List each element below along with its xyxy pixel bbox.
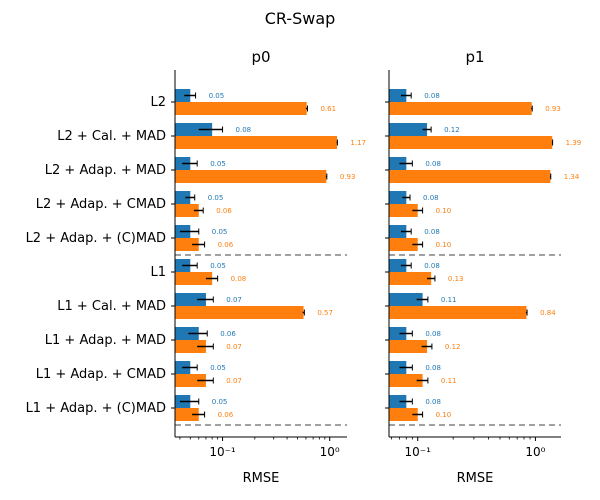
- x-axis-label-p0: RMSE: [243, 471, 280, 486]
- category-labels: L2 L2 + Cal. + MAD L2 + Adap. + MAD L2 + Ad…: [26, 95, 166, 416]
- data-label: 0.84: [540, 309, 556, 317]
- bar: [389, 395, 407, 408]
- bar: [389, 157, 407, 170]
- category-label: L1 + Adap. + CMAD: [36, 367, 166, 382]
- bar: [389, 170, 551, 183]
- panel-p0: p0 RMSE 0.050.080.050.050.050.050.070.06…: [171, 48, 366, 486]
- data-label: 0.93: [545, 105, 561, 113]
- data-label: 0.07: [226, 377, 242, 385]
- category-label: L2 + Adap. + MAD: [45, 163, 166, 178]
- data-label: 0.12: [445, 343, 461, 351]
- data-label: 0.10: [436, 207, 452, 215]
- data-label: 0.05: [212, 228, 228, 236]
- bar: [389, 272, 432, 285]
- data-label: 0.07: [226, 343, 242, 351]
- bar: [389, 225, 407, 238]
- data-label: 0.05: [210, 262, 226, 270]
- bar: [389, 306, 527, 319]
- bar: [175, 136, 338, 149]
- x-tick-label: 10⁰: [320, 445, 340, 459]
- panel-title-p0: p0: [251, 48, 270, 66]
- bar: [175, 408, 199, 421]
- data-label: 0.12: [444, 126, 460, 134]
- data-label: 0.08: [231, 275, 247, 283]
- data-label: 0.08: [424, 92, 440, 100]
- data-label: 0.08: [424, 262, 440, 270]
- bar: [389, 374, 423, 387]
- bar: [175, 340, 206, 353]
- bar: [175, 89, 191, 102]
- data-label: 0.06: [218, 411, 234, 419]
- bar: [389, 293, 423, 306]
- bar: [175, 170, 327, 183]
- panel-title-p1: p1: [465, 48, 484, 66]
- data-label: 0.05: [209, 92, 225, 100]
- data-label: 0.08: [236, 126, 252, 134]
- category-label: L2: [150, 95, 166, 110]
- bar: [175, 327, 199, 340]
- bar: [389, 408, 418, 421]
- bar: [175, 272, 213, 285]
- data-label: 0.08: [425, 160, 441, 168]
- data-label: 1.17: [350, 139, 366, 147]
- bar: [389, 136, 553, 149]
- data-label: 0.13: [448, 275, 464, 283]
- bar: [175, 238, 199, 251]
- category-label: L2 + Cal. + MAD: [57, 129, 166, 144]
- chart-title: CR-Swap: [265, 9, 336, 28]
- x-tick-label: 10⁻¹: [209, 445, 236, 459]
- bar: [389, 204, 418, 217]
- bar: [389, 259, 407, 272]
- data-label: 0.08: [425, 398, 441, 406]
- data-label: 0.10: [436, 411, 452, 419]
- category-label: L2 + Adap. + CMAD: [36, 197, 166, 212]
- bar: [175, 293, 206, 306]
- data-label: 0.11: [441, 377, 457, 385]
- data-label: 0.06: [218, 241, 234, 249]
- bar: [389, 102, 532, 115]
- data-label: 0.05: [212, 398, 228, 406]
- bar: [175, 123, 213, 136]
- data-label: 0.08: [423, 194, 439, 202]
- category-label: L1 + Adap. + (C)MAD: [26, 401, 166, 416]
- data-label: 0.57: [317, 309, 333, 317]
- bar: [175, 374, 206, 387]
- panel-p1: p1 RMSE 0.080.120.080.080.080.080.110.08…: [385, 48, 581, 486]
- data-label: 0.11: [441, 296, 457, 304]
- data-label: 0.07: [226, 296, 242, 304]
- category-label: L1 + Adap. + MAD: [45, 333, 166, 348]
- data-label: 0.08: [424, 228, 440, 236]
- data-label: 1.39: [566, 139, 582, 147]
- x-tick-label: 10⁰: [525, 445, 545, 459]
- data-label: 0.08: [425, 364, 441, 372]
- data-label: 0.10: [436, 241, 452, 249]
- bar: [175, 191, 191, 204]
- bar: [175, 306, 304, 319]
- data-label: 0.93: [340, 173, 356, 181]
- data-label: 0.06: [220, 330, 236, 338]
- bar: [175, 204, 199, 217]
- category-label: L1: [150, 265, 166, 280]
- bar: [389, 340, 428, 353]
- data-label: 0.06: [216, 207, 232, 215]
- bar: [389, 191, 407, 204]
- bar: [389, 238, 418, 251]
- data-label: 0.05: [210, 160, 226, 168]
- bar: [389, 89, 407, 102]
- bar: [389, 361, 407, 374]
- x-tick-label: 10⁻¹: [405, 445, 432, 459]
- bar: [175, 102, 307, 115]
- x-axis-label-p1: RMSE: [457, 471, 494, 486]
- data-label: 0.05: [208, 194, 224, 202]
- bar: [389, 327, 407, 340]
- data-label: 1.34: [564, 173, 580, 181]
- data-label: 0.08: [425, 330, 441, 338]
- category-label: L1 + Cal. + MAD: [57, 299, 166, 314]
- data-label: 0.05: [210, 364, 226, 372]
- category-label: L2 + Adap. + (C)MAD: [26, 231, 166, 246]
- data-label: 0.61: [320, 105, 336, 113]
- bar: [389, 123, 428, 136]
